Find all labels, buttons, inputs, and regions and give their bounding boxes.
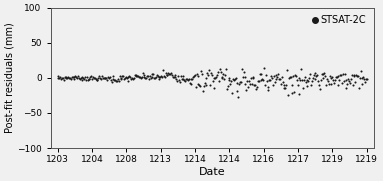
X-axis label: Date: Date bbox=[199, 167, 226, 177]
Y-axis label: Post-fit residuals (mm): Post-fit residuals (mm) bbox=[4, 22, 14, 133]
Legend: STSAT-2C: STSAT-2C bbox=[309, 12, 369, 28]
